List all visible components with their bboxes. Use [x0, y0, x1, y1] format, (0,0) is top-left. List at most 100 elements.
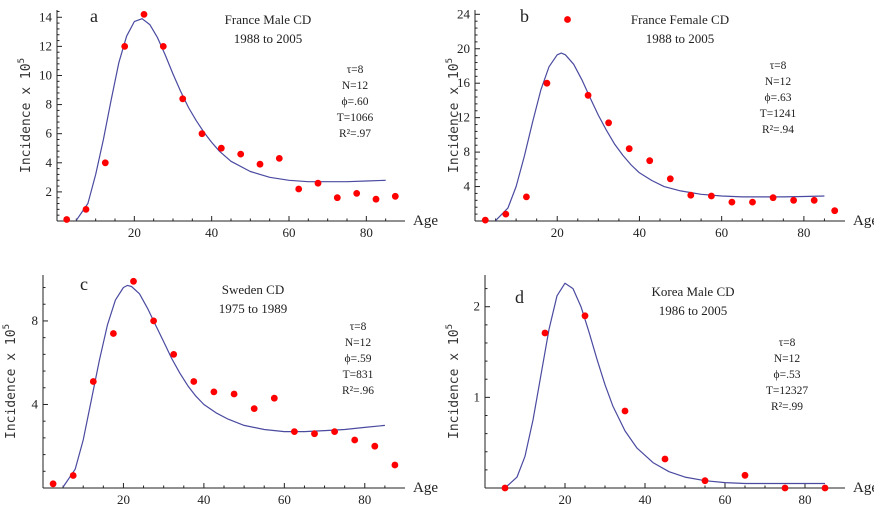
data-point: [353, 190, 361, 197]
param-text: T=1066: [337, 112, 374, 124]
panel-title: Sweden CD: [222, 282, 284, 297]
data-point: [351, 436, 359, 444]
param-text: T=831: [343, 369, 374, 381]
x-tick-label: 80: [799, 492, 812, 507]
x-tick-label: 40: [197, 492, 210, 507]
x-axis-label: Age: [413, 480, 438, 496]
data-point: [121, 43, 129, 50]
data-point: [502, 210, 510, 218]
param-text: T=1241: [760, 108, 797, 120]
data-point: [275, 155, 283, 162]
param-text: R²=.99: [771, 401, 803, 413]
data-point: [769, 194, 777, 202]
data-point: [333, 194, 341, 202]
data-point: [810, 196, 818, 204]
panel-title: France Female CD: [631, 12, 729, 27]
x-tick-label: 20: [128, 225, 141, 240]
panel-a: 20 40 60 80 2 4 6 8 10 12 14 Incidence x 105 Age a Fra…: [17, 6, 438, 240]
data-point: [256, 160, 264, 168]
data-point: [190, 378, 198, 385]
data-point: [581, 312, 589, 320]
data-point: [82, 206, 90, 213]
x-tick-label: 20: [551, 225, 564, 240]
data-point: [230, 390, 238, 398]
param-text: N=12: [765, 76, 792, 88]
data-point: [790, 196, 797, 204]
data-point: [89, 378, 97, 385]
panel-d: 20 40 60 80 1 2 Incidence x 105 Age d Korea Male …: [445, 275, 874, 507]
fit-curve: [495, 52, 825, 222]
fit-curve: [504, 282, 825, 489]
panel-subtitle: 1975 to 1989: [219, 301, 288, 316]
x-axis-label: Age: [853, 480, 874, 496]
data-point: [523, 193, 530, 201]
data-point: [781, 484, 789, 492]
param-text: R²=.94: [762, 124, 794, 136]
param-text: ϕ=.59: [345, 353, 372, 365]
panel-title: Korea Male CD: [651, 284, 734, 299]
panel-subtitle: 1988 to 2005: [646, 31, 715, 46]
data-point: [661, 455, 669, 463]
y-tick-label: 8: [464, 144, 471, 159]
data-point: [391, 192, 399, 200]
data-point: [110, 330, 117, 337]
param-text: N=12: [342, 80, 369, 92]
y-tick-label: 4: [464, 179, 471, 194]
data-point: [150, 317, 158, 325]
y-axis-label: Incidence x 105: [445, 324, 462, 439]
panel-title: France Male CD: [225, 12, 312, 27]
x-axis-label: Age: [413, 213, 438, 229]
panel-b: 20 40 60 80 4 8 12 16 20 24 Incidence x 105 Age b Fra…: [445, 6, 874, 240]
panel-label: b: [520, 6, 529, 26]
data-point: [49, 480, 57, 488]
data-point: [331, 428, 338, 435]
param-text: N=12: [774, 353, 801, 365]
data-point: [170, 351, 178, 358]
y-tick-label: 2: [46, 184, 53, 199]
y-tick-label: 24: [457, 6, 471, 21]
x-tick-label: 40: [205, 225, 218, 240]
y-tick-label: 8: [46, 97, 53, 112]
data-point: [584, 91, 592, 99]
data-point: [646, 157, 654, 165]
y-tick-label: 16: [457, 75, 471, 90]
x-tick-label: 60: [715, 225, 728, 240]
data-point: [210, 388, 218, 396]
y-tick-label: 10: [39, 67, 52, 82]
data-point: [741, 471, 749, 479]
param-text: R²=.96: [342, 385, 374, 397]
param-text: ϕ=.53: [774, 369, 801, 381]
param-text: ϕ=.60: [342, 96, 369, 108]
data-point: [749, 198, 756, 206]
data-point: [541, 329, 549, 337]
y-axis-label: Incidence x 105: [445, 58, 462, 173]
y-tick-label: 6: [46, 126, 53, 141]
data-point: [821, 484, 829, 492]
param-text: τ=8: [770, 60, 787, 72]
data-point: [295, 185, 303, 193]
y-axis-label: Incidence x 105: [17, 58, 34, 173]
data-point: [831, 207, 839, 215]
x-tick-label: 40: [633, 225, 646, 240]
data-point: [701, 477, 709, 485]
param-text: τ=8: [347, 64, 364, 76]
panel-subtitle: 1986 to 2005: [659, 303, 728, 318]
x-tick-label: 60: [278, 492, 291, 507]
data-point: [372, 195, 380, 203]
panel-subtitle: 1988 to 2005: [234, 31, 303, 46]
data-point: [237, 150, 245, 158]
y-axis-label: Incidence x 105: [2, 324, 19, 439]
data-point: [130, 277, 137, 285]
param-text: R²=.97: [339, 128, 371, 140]
data-point: [371, 442, 379, 450]
data-point: [140, 11, 148, 18]
x-axis-label: Age: [853, 213, 874, 229]
data-point: [250, 405, 258, 412]
y-tick-label: 4: [46, 155, 53, 170]
data-point: [198, 130, 206, 138]
x-tick-label: 60: [283, 225, 296, 240]
y-tick-label: 2: [474, 299, 481, 314]
y-tick-label: 1: [474, 389, 481, 404]
data-point: [391, 461, 399, 469]
data-point: [728, 198, 736, 206]
